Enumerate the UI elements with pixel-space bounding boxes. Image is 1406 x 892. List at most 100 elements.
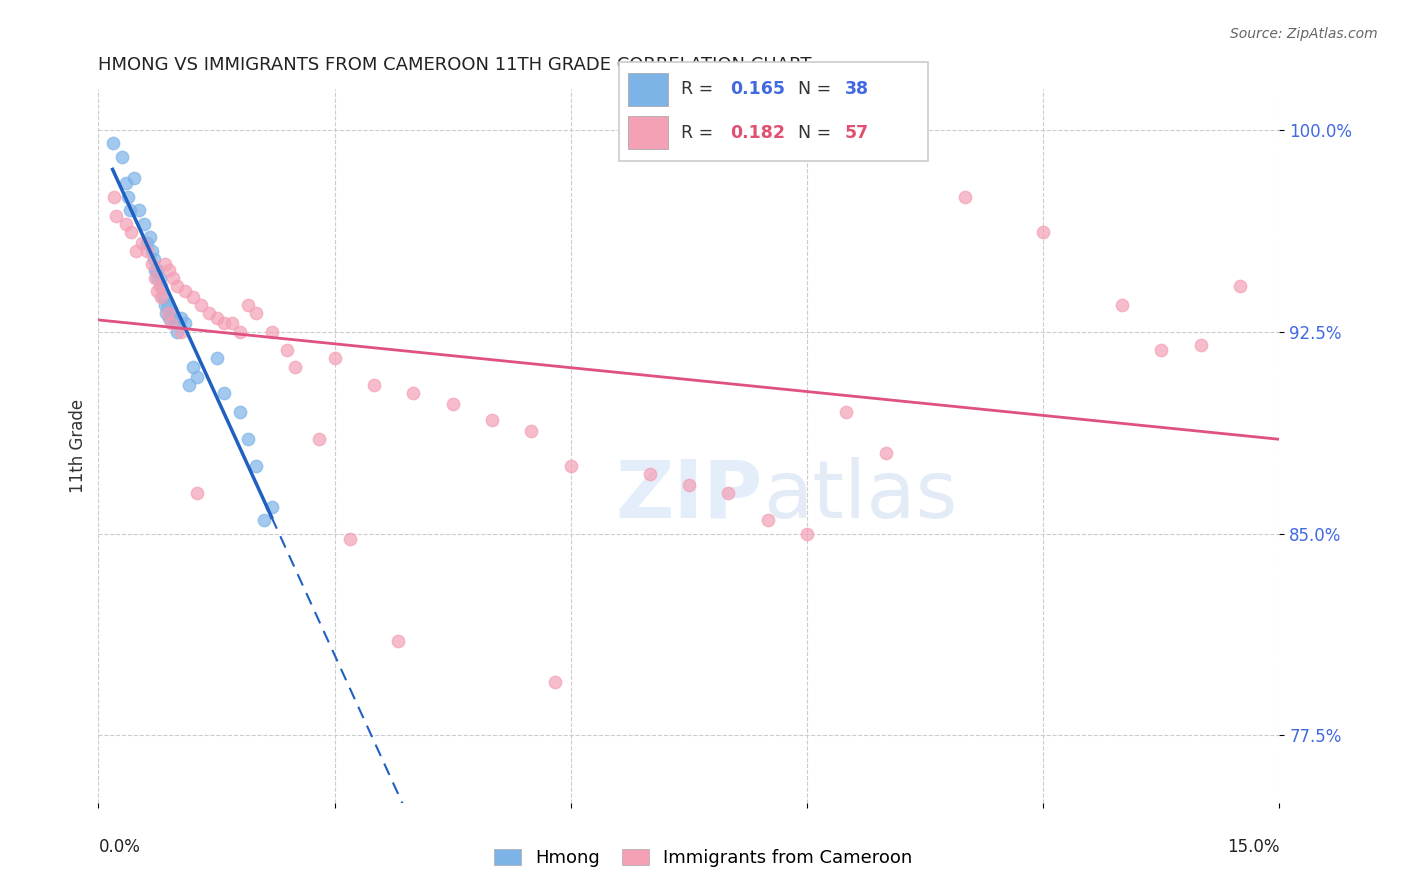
Point [276, 343, 298, 358]
Point [156, 306, 179, 320]
Point [197, 306, 219, 320]
Point [260, 500, 283, 514]
Point [1150, 343, 1173, 358]
Point [160, 306, 183, 320]
Point [149, 278, 172, 293]
Point [186, 486, 208, 500]
Point [678, 478, 700, 492]
Text: ZIP: ZIP [616, 457, 762, 535]
Text: HMONG VS IMMIGRANTS FROM CAMEROON 11TH GRADE CORRELATION CHART: HMONG VS IMMIGRANTS FROM CAMEROON 11TH G… [98, 56, 811, 74]
Point [339, 532, 361, 546]
Point [177, 378, 200, 392]
Point [156, 298, 179, 312]
Point [205, 311, 228, 326]
Point [165, 317, 187, 331]
Point [1111, 298, 1133, 312]
Point [141, 257, 163, 271]
Point [253, 513, 276, 527]
Point [796, 526, 818, 541]
Point [162, 270, 184, 285]
Point [155, 306, 177, 320]
Point [136, 235, 159, 250]
Point [138, 230, 160, 244]
FancyBboxPatch shape [619, 62, 928, 161]
Point [229, 325, 252, 339]
Point [236, 432, 259, 446]
Point [150, 289, 173, 303]
Point [149, 270, 172, 285]
Text: 0.0%: 0.0% [98, 838, 141, 856]
Point [142, 252, 165, 266]
Point [128, 203, 150, 218]
Point [166, 325, 188, 339]
Point [125, 244, 148, 258]
Point [308, 432, 330, 446]
Point [155, 257, 177, 271]
Point [284, 359, 307, 374]
Point [638, 467, 661, 482]
Point [1229, 278, 1251, 293]
Point [544, 674, 567, 689]
Text: 0.182: 0.182 [730, 124, 785, 142]
Point [520, 424, 543, 438]
Point [245, 306, 267, 320]
Text: R =: R = [681, 80, 718, 98]
Text: N =: N = [799, 124, 837, 142]
Point [174, 284, 197, 298]
Point [153, 298, 176, 312]
Point [118, 203, 141, 218]
Point [481, 413, 503, 427]
Text: R =: R = [681, 124, 718, 142]
Text: N =: N = [799, 80, 837, 98]
Point [122, 171, 145, 186]
Point [121, 225, 143, 239]
Point [162, 311, 184, 326]
Point [160, 317, 183, 331]
Point [756, 513, 779, 527]
Point [170, 325, 193, 339]
Point [174, 317, 197, 331]
Point [953, 190, 976, 204]
Point [205, 351, 228, 366]
Point [1032, 225, 1054, 239]
Point [152, 289, 174, 303]
Point [260, 325, 283, 339]
Point [115, 177, 138, 191]
Point [117, 190, 139, 204]
Point [170, 311, 193, 326]
Point [143, 270, 166, 285]
Point [835, 405, 858, 419]
Point [136, 244, 159, 258]
Point [875, 446, 897, 460]
Point [150, 278, 173, 293]
Point [104, 209, 127, 223]
Point [101, 136, 124, 150]
Point [190, 298, 212, 312]
Legend: Hmong, Immigrants from Cameroon: Hmong, Immigrants from Cameroon [486, 841, 920, 874]
Point [146, 262, 169, 277]
Point [115, 217, 138, 231]
Point [141, 244, 163, 258]
Point [157, 262, 180, 277]
Y-axis label: 11th Grade: 11th Grade [69, 399, 87, 493]
Point [560, 459, 582, 474]
Point [166, 278, 188, 293]
Point [245, 459, 267, 474]
Point [402, 386, 425, 401]
Point [132, 217, 155, 231]
Bar [628, 117, 668, 149]
Point [387, 634, 409, 648]
Point [181, 359, 204, 374]
Point [214, 317, 236, 331]
Point [323, 351, 346, 366]
Point [145, 270, 167, 285]
Text: 0.165: 0.165 [730, 80, 785, 98]
Point [146, 284, 169, 298]
Bar [628, 73, 668, 105]
Point [236, 298, 259, 312]
Text: 15.0%: 15.0% [1227, 838, 1279, 856]
Text: 38: 38 [845, 80, 869, 98]
Point [181, 289, 204, 303]
Point [221, 317, 243, 331]
Point [441, 397, 464, 411]
